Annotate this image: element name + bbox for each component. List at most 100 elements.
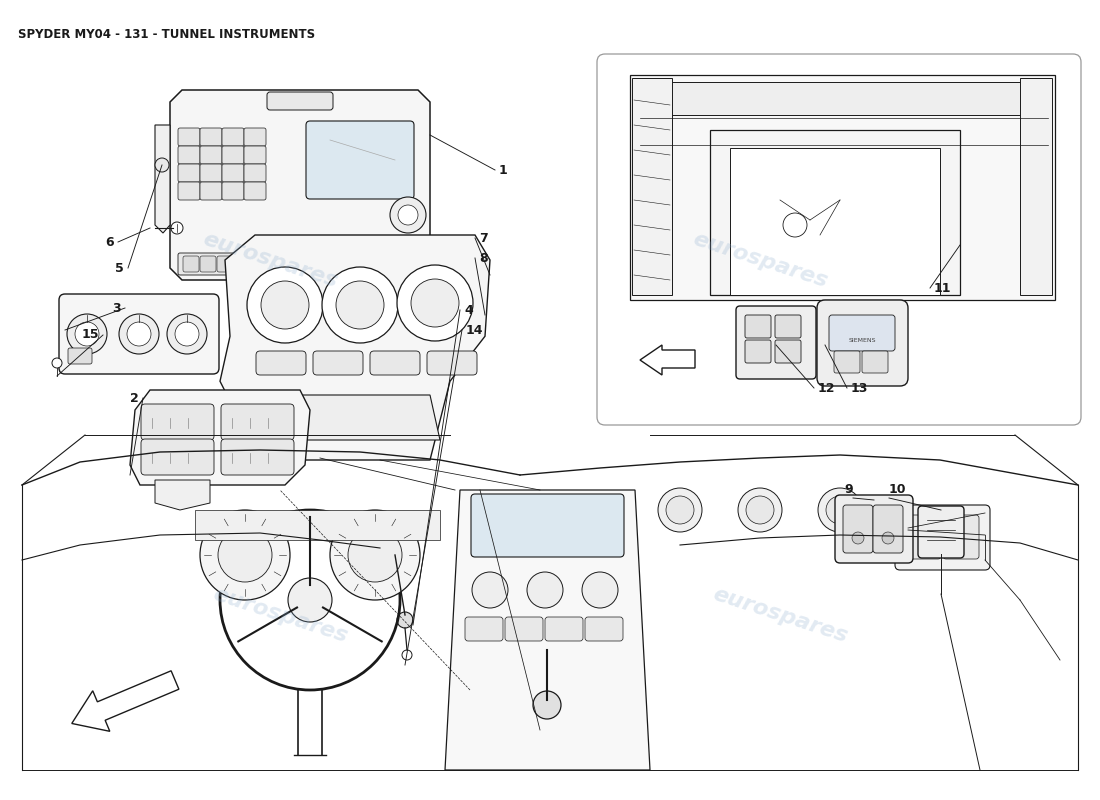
FancyBboxPatch shape	[817, 300, 907, 386]
Circle shape	[248, 267, 323, 343]
FancyBboxPatch shape	[178, 253, 267, 275]
FancyBboxPatch shape	[471, 494, 624, 557]
FancyBboxPatch shape	[776, 315, 801, 338]
Text: 9: 9	[845, 483, 853, 496]
Circle shape	[534, 691, 561, 719]
Polygon shape	[630, 75, 1055, 300]
Circle shape	[52, 358, 62, 368]
FancyBboxPatch shape	[178, 164, 200, 182]
Circle shape	[882, 532, 894, 544]
Circle shape	[397, 265, 473, 341]
Text: 11: 11	[934, 282, 952, 294]
FancyBboxPatch shape	[918, 506, 964, 558]
FancyBboxPatch shape	[427, 351, 477, 375]
Text: eurospares: eurospares	[210, 584, 350, 646]
Circle shape	[322, 267, 398, 343]
FancyBboxPatch shape	[834, 351, 860, 373]
Text: 6: 6	[106, 235, 114, 249]
Circle shape	[119, 314, 160, 354]
FancyBboxPatch shape	[745, 315, 771, 338]
FancyBboxPatch shape	[306, 121, 414, 199]
Circle shape	[402, 650, 412, 660]
Circle shape	[411, 279, 459, 327]
Circle shape	[155, 158, 169, 172]
FancyBboxPatch shape	[200, 182, 222, 200]
FancyBboxPatch shape	[736, 306, 816, 379]
Text: 4: 4	[464, 303, 473, 317]
Polygon shape	[640, 82, 1048, 115]
FancyBboxPatch shape	[200, 256, 216, 272]
FancyBboxPatch shape	[597, 54, 1081, 425]
FancyBboxPatch shape	[873, 505, 903, 553]
Circle shape	[288, 578, 332, 622]
FancyBboxPatch shape	[244, 164, 266, 182]
Circle shape	[336, 281, 384, 329]
Text: eurospares: eurospares	[200, 229, 340, 291]
Text: 2: 2	[130, 391, 139, 405]
FancyBboxPatch shape	[314, 351, 363, 375]
Text: SIEMENS: SIEMENS	[848, 338, 876, 342]
FancyBboxPatch shape	[267, 92, 333, 110]
Circle shape	[398, 205, 418, 225]
FancyBboxPatch shape	[251, 256, 267, 272]
FancyBboxPatch shape	[505, 617, 543, 641]
FancyBboxPatch shape	[862, 351, 888, 373]
Circle shape	[852, 532, 864, 544]
Circle shape	[738, 488, 782, 532]
Text: 14: 14	[466, 323, 484, 337]
Circle shape	[658, 488, 702, 532]
FancyBboxPatch shape	[141, 404, 214, 440]
FancyBboxPatch shape	[829, 315, 895, 351]
Polygon shape	[170, 90, 430, 280]
Text: eurospares: eurospares	[690, 229, 830, 291]
FancyBboxPatch shape	[141, 439, 214, 475]
Circle shape	[826, 496, 854, 524]
FancyBboxPatch shape	[178, 128, 200, 146]
Polygon shape	[632, 78, 672, 295]
Circle shape	[296, 586, 324, 614]
FancyBboxPatch shape	[222, 164, 244, 182]
Circle shape	[582, 572, 618, 608]
FancyBboxPatch shape	[222, 128, 244, 146]
FancyBboxPatch shape	[835, 495, 913, 563]
Circle shape	[527, 572, 563, 608]
FancyBboxPatch shape	[544, 617, 583, 641]
FancyBboxPatch shape	[68, 348, 92, 364]
FancyBboxPatch shape	[234, 256, 250, 272]
FancyBboxPatch shape	[585, 617, 623, 641]
Circle shape	[746, 496, 774, 524]
Circle shape	[170, 222, 183, 234]
FancyBboxPatch shape	[465, 617, 503, 641]
Circle shape	[818, 488, 862, 532]
Circle shape	[261, 281, 309, 329]
Text: 12: 12	[818, 382, 836, 394]
Circle shape	[200, 510, 290, 600]
Circle shape	[472, 572, 508, 608]
FancyBboxPatch shape	[221, 404, 294, 440]
FancyBboxPatch shape	[244, 182, 266, 200]
Circle shape	[218, 528, 272, 582]
FancyBboxPatch shape	[905, 515, 940, 559]
Text: 8: 8	[478, 251, 487, 265]
Text: SPYDER MY04 - 131 - TUNNEL INSTRUMENTS: SPYDER MY04 - 131 - TUNNEL INSTRUMENTS	[18, 28, 315, 41]
Text: 13: 13	[851, 382, 868, 394]
FancyBboxPatch shape	[745, 340, 771, 363]
Polygon shape	[220, 235, 490, 460]
FancyBboxPatch shape	[256, 351, 306, 375]
Text: 10: 10	[889, 483, 906, 496]
FancyBboxPatch shape	[217, 256, 233, 272]
Text: 5: 5	[116, 262, 124, 274]
Text: 15: 15	[81, 329, 99, 342]
Polygon shape	[155, 125, 170, 233]
Circle shape	[397, 612, 412, 628]
FancyBboxPatch shape	[244, 128, 266, 146]
FancyBboxPatch shape	[895, 505, 990, 570]
Circle shape	[126, 322, 151, 346]
FancyBboxPatch shape	[221, 439, 294, 475]
Text: 7: 7	[478, 231, 487, 245]
FancyBboxPatch shape	[183, 256, 199, 272]
Circle shape	[67, 314, 107, 354]
FancyBboxPatch shape	[222, 146, 244, 164]
Circle shape	[348, 528, 402, 582]
Circle shape	[666, 496, 694, 524]
